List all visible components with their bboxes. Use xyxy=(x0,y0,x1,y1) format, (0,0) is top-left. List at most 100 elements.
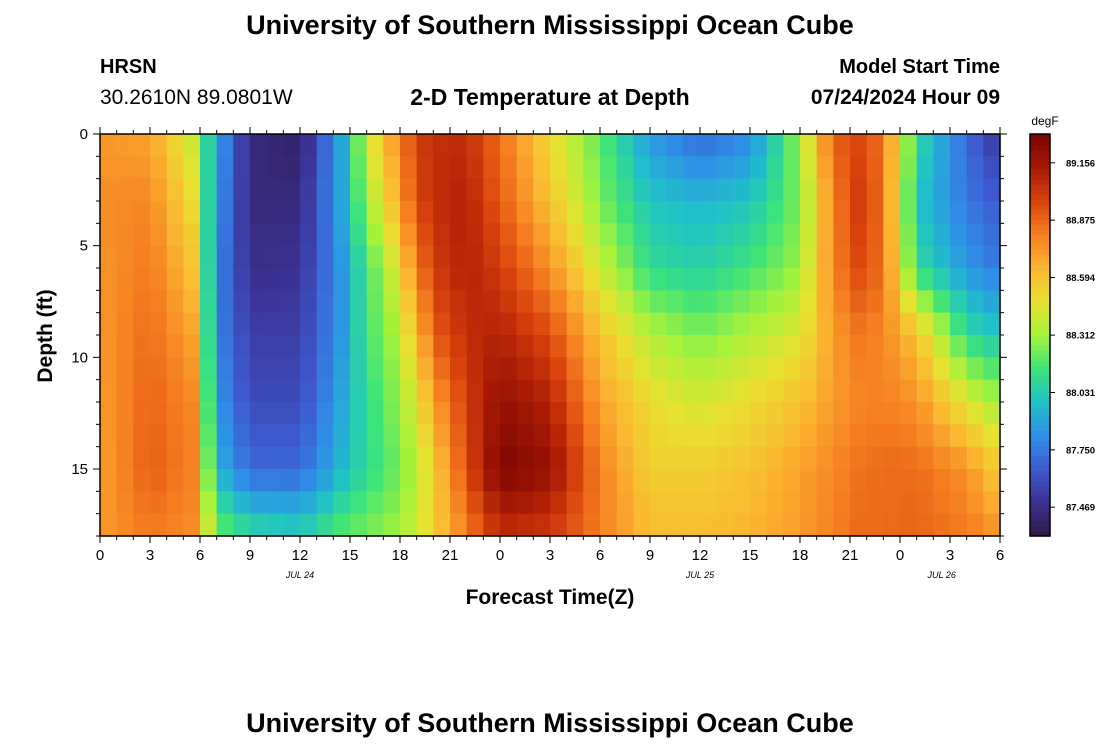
heatmap-cell xyxy=(700,245,718,269)
heatmap-cell xyxy=(800,424,818,448)
heatmap-cell xyxy=(950,178,968,202)
heatmap-cell xyxy=(200,245,218,269)
heatmap-cell xyxy=(300,513,318,537)
heatmap-cell xyxy=(266,223,284,247)
heatmap-cell xyxy=(766,156,784,180)
heatmap-cell xyxy=(600,469,618,492)
heatmap-cell xyxy=(316,357,334,381)
heatmap-cell xyxy=(233,156,251,180)
heatmap-cell xyxy=(633,156,651,180)
heatmap-cell xyxy=(583,357,601,381)
heatmap-cell xyxy=(283,446,301,470)
heatmap-cell xyxy=(700,290,718,314)
heatmap-cell xyxy=(600,424,618,448)
heatmap-cell xyxy=(466,357,484,381)
colorbar-segment xyxy=(1030,219,1050,226)
heatmap-cell xyxy=(983,290,1001,314)
heatmap-cell xyxy=(950,134,968,157)
heatmap-cell xyxy=(933,335,951,358)
colorbar-segment xyxy=(1030,229,1050,236)
heatmap-cell xyxy=(133,513,151,537)
colorbar-segment xyxy=(1030,239,1050,246)
heatmap-cell xyxy=(566,424,584,448)
heatmap-cell xyxy=(433,357,451,381)
heatmap-cell xyxy=(850,156,868,180)
heatmap-cell xyxy=(850,424,868,448)
heatmap-cell xyxy=(200,201,218,224)
heatmap-cell xyxy=(133,245,151,269)
heatmap-cell xyxy=(416,290,434,314)
colorbar-segment xyxy=(1030,144,1050,150)
heatmap-cell xyxy=(916,402,934,425)
colorbar-segment xyxy=(1030,400,1050,406)
heatmap-cell xyxy=(800,491,818,515)
heatmap-cell xyxy=(766,469,784,492)
heatmap-cell xyxy=(333,513,351,537)
heatmap-cell xyxy=(500,178,518,202)
heatmap-cell xyxy=(100,245,118,269)
heatmap-cell xyxy=(133,335,151,358)
heatmap-cell xyxy=(633,268,651,291)
heatmap-cell xyxy=(550,402,568,425)
heatmap-cell xyxy=(266,491,284,515)
heatmap-cell xyxy=(733,201,751,224)
heatmap-cell xyxy=(983,446,1001,470)
heatmap-cell xyxy=(766,290,784,314)
heatmap-cell xyxy=(783,357,801,381)
heatmap-cell xyxy=(500,201,518,224)
heatmap-cell xyxy=(450,223,468,247)
heatmap-cell xyxy=(933,223,951,247)
heatmap-cell xyxy=(250,335,268,358)
heatmap-cell xyxy=(466,223,484,247)
heatmap-cell xyxy=(416,156,434,180)
heatmap-cell xyxy=(516,424,534,448)
heatmap-cell xyxy=(700,178,718,202)
heatmap-cell xyxy=(783,335,801,358)
heatmap-cell xyxy=(383,379,401,403)
heatmap-cell xyxy=(116,201,134,224)
heatmap-cell xyxy=(216,290,234,314)
heatmap-cell xyxy=(183,446,201,470)
colorbar-segment xyxy=(1030,149,1050,155)
heatmap-cell xyxy=(733,312,751,336)
heatmap-cell xyxy=(233,223,251,247)
heatmap-cell xyxy=(283,201,301,224)
colorbar-segment xyxy=(1030,500,1050,507)
heatmap-cell xyxy=(716,513,734,537)
colorbar-segment xyxy=(1030,269,1050,276)
heatmap-cell xyxy=(466,379,484,403)
heatmap-cell xyxy=(583,156,601,180)
colorbar-segment xyxy=(1030,485,1050,492)
heatmap-cell xyxy=(350,245,368,269)
heatmap-cell xyxy=(366,513,384,537)
heatmap-cell xyxy=(100,268,118,291)
heatmap-cell xyxy=(966,513,984,537)
heatmap-cell xyxy=(750,335,768,358)
heatmap-cell xyxy=(966,469,984,492)
heatmap-cell xyxy=(250,156,268,180)
heatmap-cell xyxy=(183,223,201,247)
colorbar-segment xyxy=(1030,304,1050,311)
heatmap-cell xyxy=(566,335,584,358)
heatmap-cell xyxy=(916,513,934,537)
heatmap-cell xyxy=(683,379,701,403)
heatmap-cell xyxy=(333,424,351,448)
heatmap-cell xyxy=(650,290,668,314)
heatmap-cell xyxy=(366,357,384,381)
heatmap-cell xyxy=(683,223,701,247)
heatmap-cell xyxy=(983,312,1001,336)
heatmap-cell xyxy=(366,402,384,425)
heatmap-cell xyxy=(100,335,118,358)
heatmap-cell xyxy=(966,446,984,470)
heatmap-cell xyxy=(633,491,651,515)
heatmap-cell xyxy=(600,178,618,202)
heatmap-cell xyxy=(750,513,768,537)
heatmap-cell xyxy=(433,156,451,180)
heatmap-cell xyxy=(300,268,318,291)
heatmap-cell xyxy=(100,223,118,247)
heatmap-cell xyxy=(116,357,134,381)
heatmap-cell xyxy=(100,312,118,336)
heatmap-cell xyxy=(483,491,501,515)
heatmap-cell xyxy=(566,357,584,381)
heatmap-cell xyxy=(983,156,1001,180)
